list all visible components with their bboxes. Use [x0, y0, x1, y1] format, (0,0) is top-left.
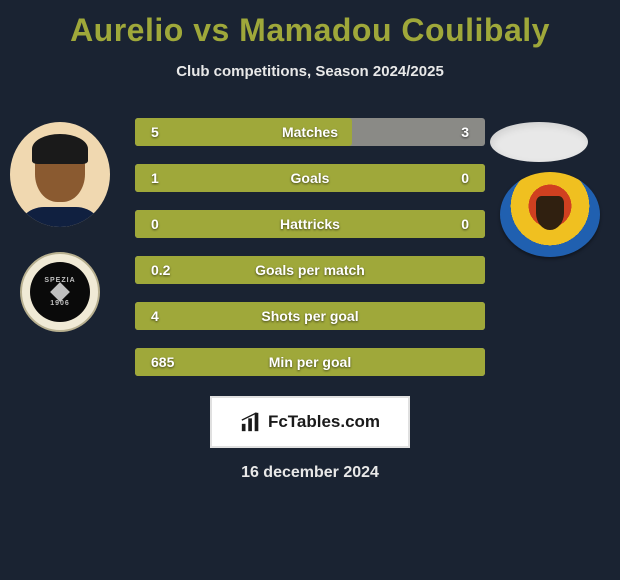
- stat-left-value: 0.2: [151, 262, 201, 278]
- stat-bar: 685Min per goal: [135, 348, 485, 376]
- stat-label: Min per goal: [201, 354, 419, 370]
- brand-text: FcTables.com: [268, 412, 380, 432]
- club-badge-left: SPEZIA 1906: [20, 252, 100, 332]
- comparison-area: SPEZIA 1906 5Matches31Goals00Hattricks00…: [0, 112, 620, 392]
- stat-left-value: 1: [151, 170, 201, 186]
- subtitle: Club competitions, Season 2024/2025: [0, 63, 620, 80]
- player-placeholder-right: [490, 122, 588, 162]
- stat-left-value: 5: [151, 124, 201, 140]
- brand-icon: [240, 411, 262, 433]
- stat-label: Matches: [201, 124, 419, 140]
- stat-bar: 4Shots per goal: [135, 302, 485, 330]
- stat-label: Hattricks: [201, 216, 419, 232]
- stat-label: Goals per match: [201, 262, 419, 278]
- club-badge-right: [500, 172, 600, 257]
- stat-left-value: 4: [151, 308, 201, 324]
- stat-left-value: 685: [151, 354, 201, 370]
- stat-bar: 0.2Goals per match: [135, 256, 485, 284]
- stats-bars: 5Matches31Goals00Hattricks00.2Goals per …: [135, 118, 485, 394]
- stat-right-value: 0: [419, 170, 469, 186]
- stat-left-value: 0: [151, 216, 201, 232]
- stat-right-value: 0: [419, 216, 469, 232]
- stat-bar: 1Goals0: [135, 164, 485, 192]
- stat-bar: 0Hattricks0: [135, 210, 485, 238]
- page-title: Aurelio vs Mamadou Coulibaly: [0, 0, 620, 49]
- stat-bar: 5Matches3: [135, 118, 485, 146]
- date-text: 16 december 2024: [0, 464, 620, 482]
- stat-label: Goals: [201, 170, 419, 186]
- player-photo-left: [10, 122, 110, 227]
- brand-box: FcTables.com: [210, 396, 410, 448]
- stat-right-value: 3: [419, 124, 469, 140]
- stat-label: Shots per goal: [201, 308, 419, 324]
